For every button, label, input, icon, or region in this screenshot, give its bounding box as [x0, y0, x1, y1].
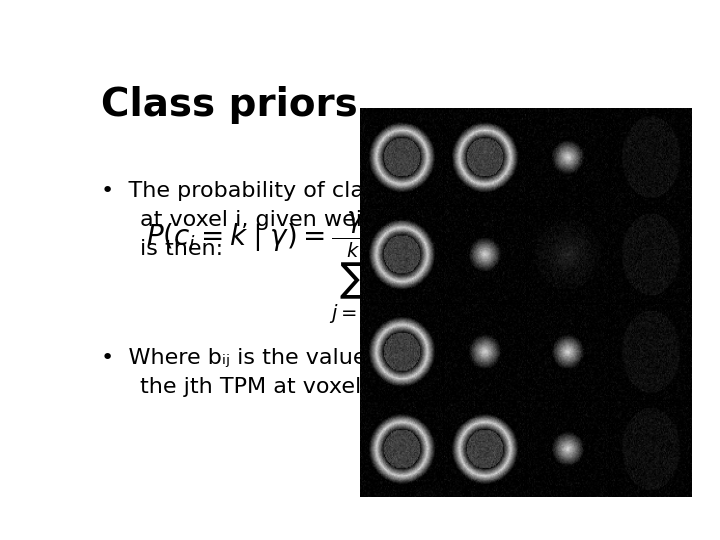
- Text: •  The probability of class k: • The probability of class k: [101, 181, 408, 201]
- Text: at voxel i, given weights γ: at voxel i, given weights γ: [140, 211, 431, 231]
- Text: Class priors: Class priors: [101, 85, 358, 124]
- Text: is then:: is then:: [140, 239, 223, 259]
- Text: $P(c_i = k \mid \gamma) = \dfrac{\gamma_k b_{ik}}{\sum_{j=1}^{k} \gamma_j b_{ij}: $P(c_i = k \mid \gamma) = \dfrac{\gamma_…: [145, 203, 426, 326]
- Text: the jth TPM at voxel i.: the jth TPM at voxel i.: [140, 377, 382, 397]
- Text: •  Where bᵢⱼ is the value of: • Where bᵢⱼ is the value of: [101, 348, 395, 368]
